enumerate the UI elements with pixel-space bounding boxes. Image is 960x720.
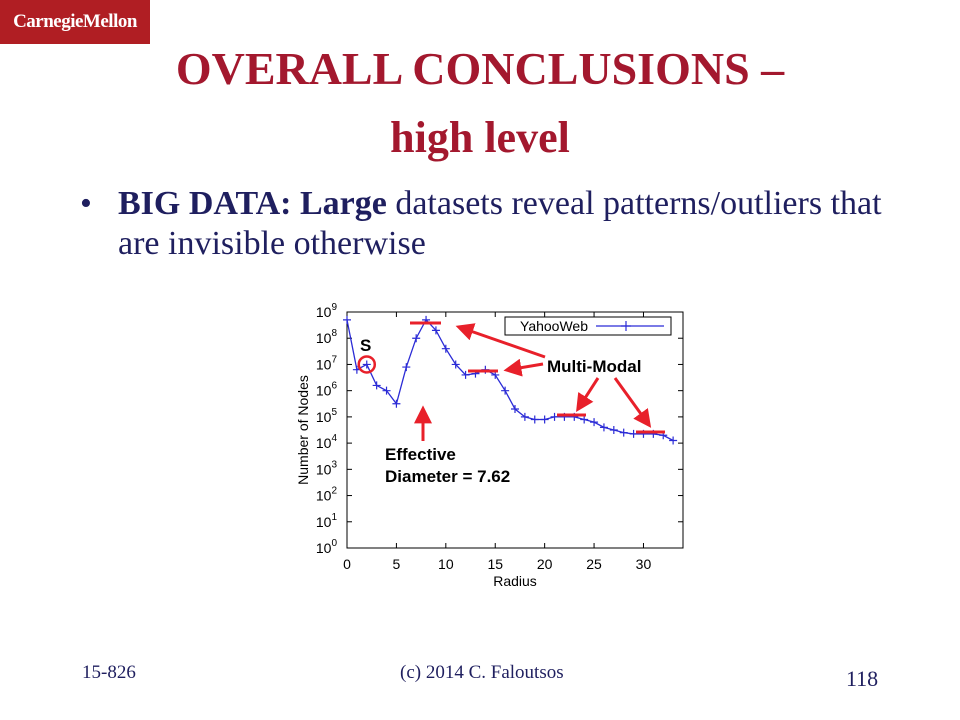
data-point xyxy=(540,415,549,424)
mode-arrow-2 xyxy=(503,358,544,377)
s-label: S xyxy=(360,336,371,355)
y-tick-label: 106 xyxy=(316,381,338,399)
legend-box xyxy=(504,316,672,336)
data-point xyxy=(392,399,401,408)
x-tick-label: 30 xyxy=(636,556,652,572)
legend-marker xyxy=(621,321,631,331)
footer-page-number: 118 xyxy=(846,666,879,691)
y-tick-label: 105 xyxy=(316,407,338,425)
footer-copyright: (c) 2014 C. Faloutsos xyxy=(400,662,564,683)
x-tick-label: 10 xyxy=(438,556,454,572)
data-point xyxy=(570,412,579,421)
data-point xyxy=(501,386,510,395)
y-axis-label: Number of Nodes xyxy=(295,375,311,485)
effective-label: Effective xyxy=(385,445,456,464)
data-point xyxy=(590,418,599,427)
y-tick-label: 108 xyxy=(316,328,338,346)
bullet-bold-word: Large xyxy=(299,185,387,222)
mode-arrow-3 xyxy=(576,377,600,413)
data-point xyxy=(481,365,490,374)
data-point xyxy=(372,381,381,390)
y-tick-label: 109 xyxy=(316,302,338,320)
slide-title: OVERALL CONCLUSIONS – xyxy=(175,43,785,94)
data-point xyxy=(362,360,371,369)
x-tick-label: 20 xyxy=(537,556,553,572)
bullet-text: BIG DATA: Large datasets reveal patterns… xyxy=(118,184,898,264)
data-point xyxy=(639,429,648,438)
data-point xyxy=(619,428,628,437)
mode-arrow-4 xyxy=(613,377,652,428)
footer-course: 15-826 xyxy=(82,662,136,683)
data-point xyxy=(520,412,529,421)
plot-frame xyxy=(346,311,684,549)
data-point xyxy=(659,431,668,440)
data-point xyxy=(343,315,351,324)
mode-arrow-1 xyxy=(455,323,546,359)
y-tick-label: 100 xyxy=(316,538,338,556)
data-point xyxy=(580,415,589,424)
data-point xyxy=(471,369,480,378)
data-point xyxy=(412,334,421,343)
x-tick-label: 0 xyxy=(343,556,351,572)
data-point xyxy=(550,412,559,421)
data-point xyxy=(530,415,539,424)
data-point xyxy=(491,370,500,379)
bullet-dot: • xyxy=(80,185,92,222)
data-point xyxy=(352,365,361,374)
data-point xyxy=(669,436,678,445)
cmu-logo: CarnegieMellon xyxy=(0,0,150,44)
diameter-label: Diameter = 7.62 xyxy=(385,467,510,486)
data-point xyxy=(511,405,519,414)
y-tick-label: 102 xyxy=(316,486,338,504)
y-tick-label: 107 xyxy=(316,354,338,372)
x-axis-label: Radius xyxy=(493,573,537,589)
bullet-rest: datasets reveal patterns/outliers that a… xyxy=(118,185,882,262)
series-line xyxy=(346,318,674,442)
data-point xyxy=(441,344,450,353)
data-point xyxy=(382,386,391,395)
data-point xyxy=(599,423,608,432)
legend-label: YahooWeb xyxy=(520,318,588,334)
data-point xyxy=(461,370,470,379)
data-point xyxy=(609,426,618,434)
slide-subtitle: high level xyxy=(390,113,570,162)
s-outlier-circle xyxy=(357,355,377,374)
x-tick-label: 5 xyxy=(393,556,401,572)
data-point xyxy=(422,315,431,324)
y-tick-label: 103 xyxy=(316,459,338,477)
bullet-bold-lead: BIG DATA: xyxy=(118,185,292,222)
x-tick-label: 25 xyxy=(586,556,602,572)
x-tick-label: 15 xyxy=(487,556,503,572)
data-point xyxy=(402,363,411,372)
data-point xyxy=(560,412,569,421)
y-tick-label: 101 xyxy=(316,512,338,530)
data-point xyxy=(451,360,460,369)
data-point xyxy=(431,326,440,335)
data-point xyxy=(649,429,658,438)
multimodal-label: Multi-Modal xyxy=(547,357,641,376)
y-tick-label: 104 xyxy=(316,433,338,451)
data-point xyxy=(629,429,638,438)
